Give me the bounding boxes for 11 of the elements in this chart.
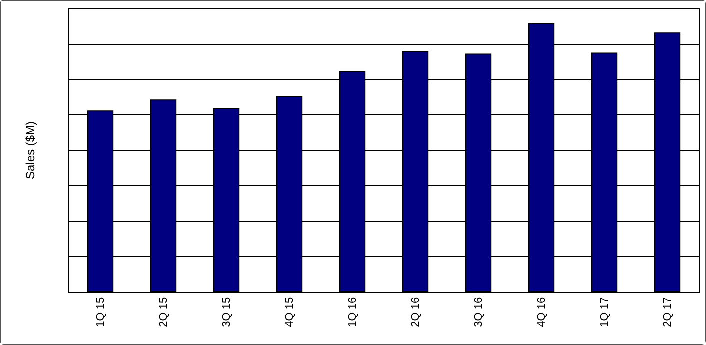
y-axis-title: Sales ($M) [23, 121, 38, 180]
x-tick-label: 2Q 16 [410, 297, 422, 328]
x-tick-label: 1Q 17 [599, 297, 612, 328]
x-tick-label: 2Q 17 [662, 297, 674, 328]
x-tick-label: 1Q 16 [347, 297, 360, 328]
x-tick-label: 3Q 16 [473, 297, 486, 328]
x-tick-label: 3Q 15 [221, 297, 234, 328]
x-tick-label: 4Q 15 [284, 297, 296, 328]
x-tick-label: 1Q 15 [95, 297, 108, 328]
x-tick-label: 2Q 15 [158, 297, 170, 328]
x-tick-label: 4Q 16 [536, 297, 548, 328]
